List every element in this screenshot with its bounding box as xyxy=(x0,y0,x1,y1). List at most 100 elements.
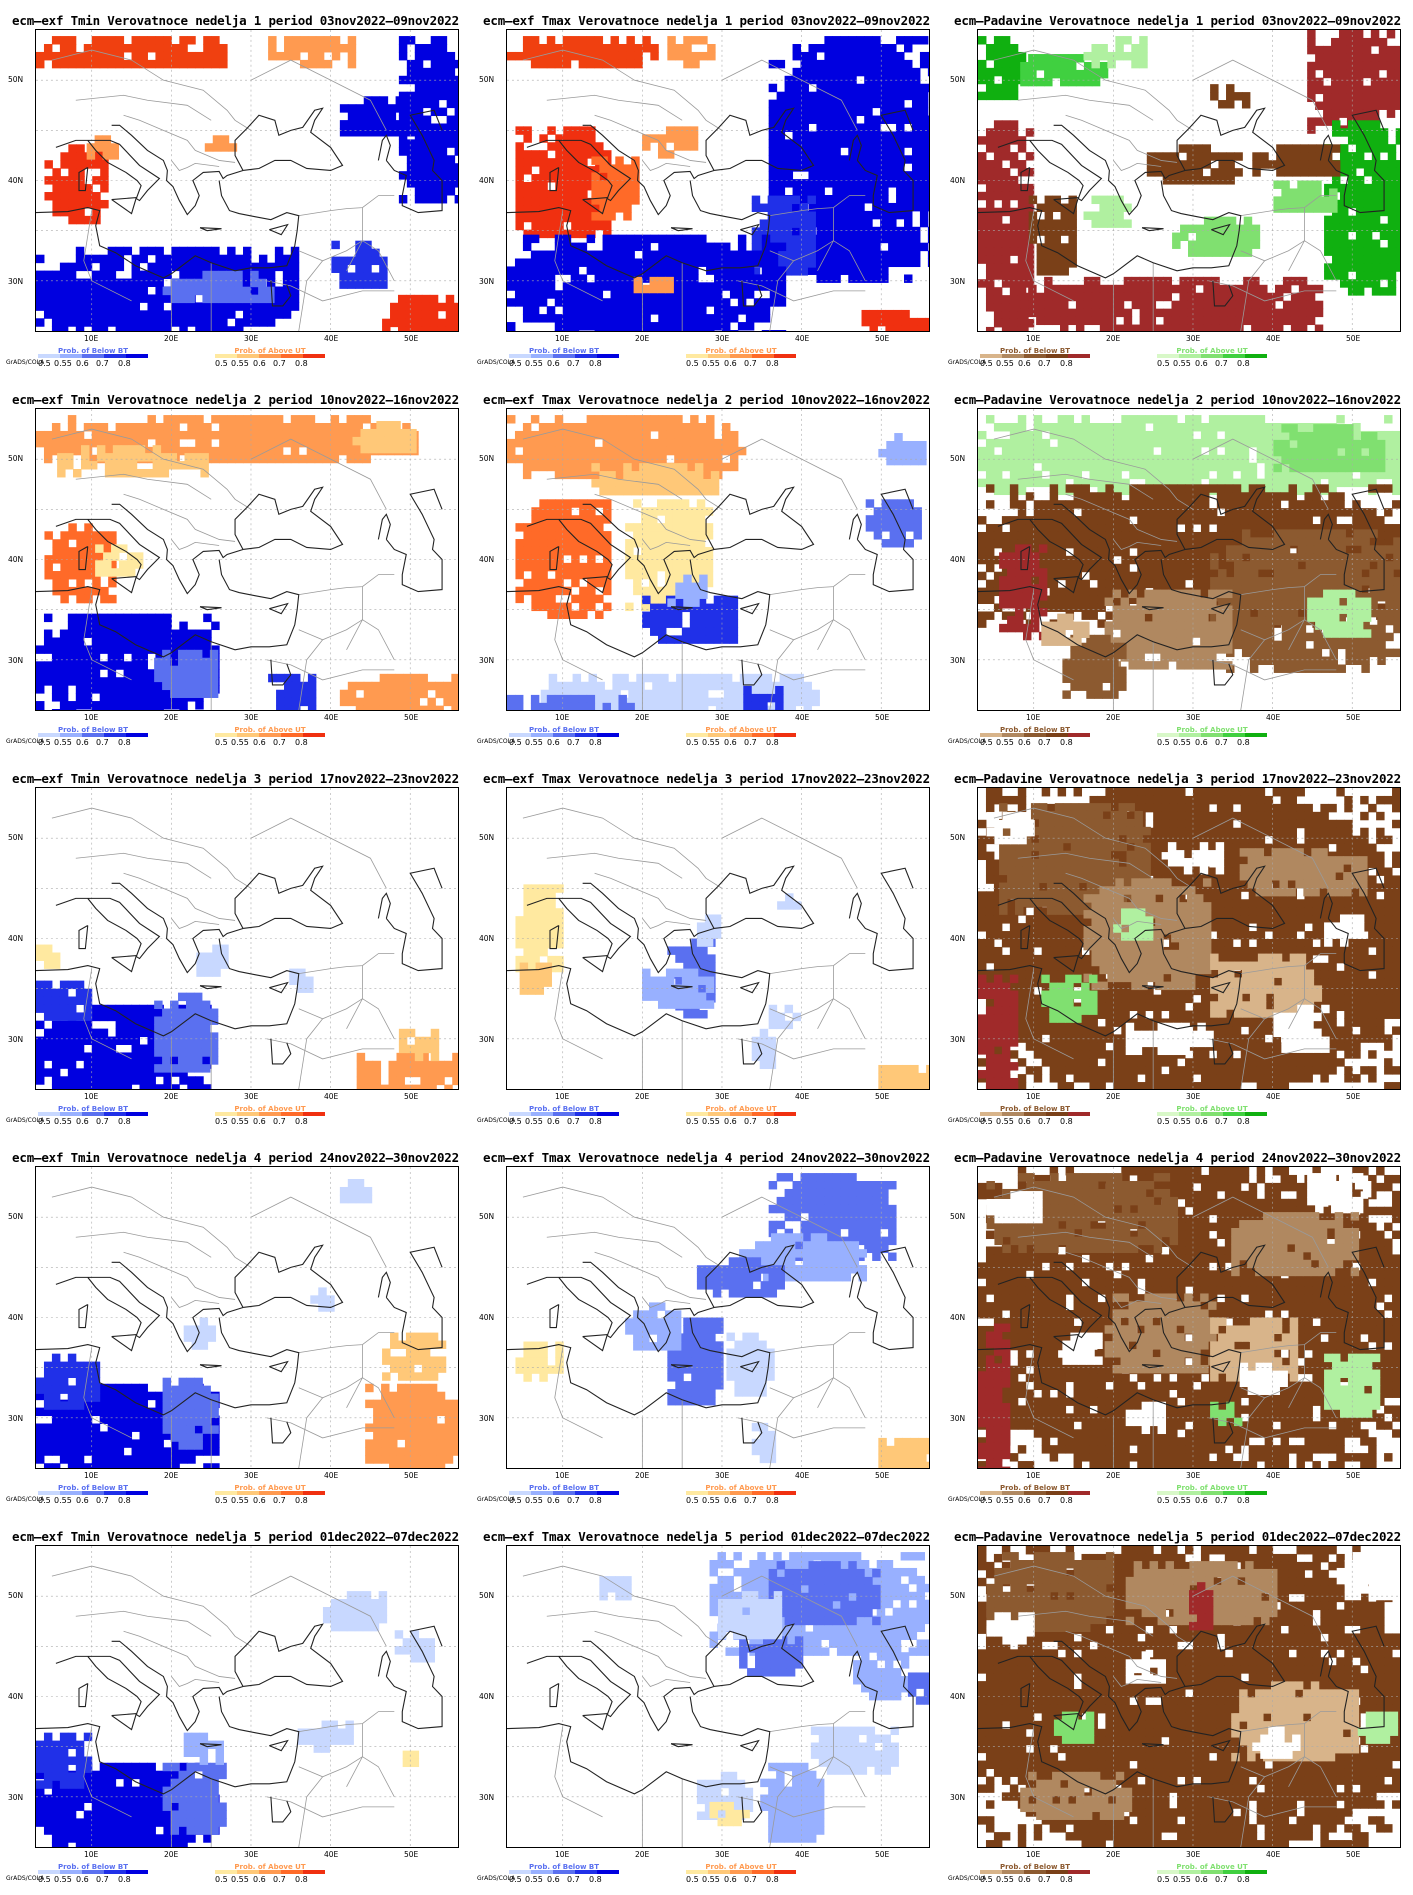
above-legend: Prob. of Above UT 0.5 0.55 0.6 0.7 0.8 xyxy=(1157,726,1267,750)
country-border xyxy=(171,539,220,550)
legend-swatch xyxy=(1223,733,1245,737)
coastline xyxy=(582,503,715,595)
latitude-label: 30N xyxy=(8,655,24,665)
legend-swatch xyxy=(281,1870,303,1874)
country-border xyxy=(51,49,252,131)
title-period: nedelja 2 period 10nov2022–16nov2022 xyxy=(187,392,459,407)
legend-tick-label: 0.6 xyxy=(547,1117,560,1126)
coastline xyxy=(269,981,289,994)
grads-credit: GrADS/COLA xyxy=(948,1117,987,1124)
coastline xyxy=(848,134,862,161)
legend-tick-label: 0.55 xyxy=(1173,738,1191,747)
probability-cluster xyxy=(751,195,816,276)
coastline xyxy=(199,1743,222,1748)
below-legend: Prob. of Below BT 0.5 0.55 0.6 0.7 0.8 xyxy=(38,1863,148,1887)
legend-tick-label: 0.55 xyxy=(231,359,249,368)
longitude-label: 20E xyxy=(635,1850,650,1859)
coastline xyxy=(111,954,138,973)
legend-tick-label: 0.5 xyxy=(980,738,993,747)
legend-tick-label: 0.55 xyxy=(525,1117,543,1126)
legend-title: Prob. of Below BT xyxy=(999,726,1071,734)
legend-tick-label: 0.8 xyxy=(1237,738,1250,747)
legend-title: Prob. of Above UT xyxy=(1176,1105,1248,1113)
probability-cluster xyxy=(1083,878,1212,991)
legend-swatch xyxy=(1201,1491,1223,1495)
country-border xyxy=(594,1251,707,1300)
legend-tick-label: 0.6 xyxy=(253,1875,266,1884)
title-variable: ecm–exf Tmax Verovatnoce xyxy=(483,13,659,28)
legend-swatch xyxy=(1157,1491,1179,1495)
legend-swatch xyxy=(1201,354,1223,358)
country-border xyxy=(298,260,323,331)
latitude-label: 30N xyxy=(8,1413,24,1423)
coastline xyxy=(377,134,391,161)
legend-swatch xyxy=(1002,1870,1024,1874)
legend-tick-label: 0.5 xyxy=(215,359,228,368)
legend-swatch xyxy=(509,1870,531,1874)
tmin-panel-week-3: ecm–exf Tmin Verovatnoce nedelja 3 perio… xyxy=(0,758,471,1137)
legend-tick-label: 0.8 xyxy=(766,1117,779,1126)
map-overlay xyxy=(978,409,1400,710)
precip-panel-week-3: ecm–Padavine Verovatnoce nedelja 3 perio… xyxy=(942,758,1413,1137)
legend-tick-label: 0.5 xyxy=(980,359,993,368)
below-legend: Prob. of Below BT 0.5 0.55 0.6 0.7 0.8 xyxy=(509,1105,619,1129)
country-border xyxy=(769,1711,866,1733)
country-border xyxy=(737,659,866,681)
below-legend: Prob. of Below BT 0.5 0.55 0.6 0.7 0.8 xyxy=(980,1484,1090,1508)
legend-tick-label: 0.7 xyxy=(567,1875,580,1884)
coastline xyxy=(78,925,89,950)
legend-swatch xyxy=(531,1112,553,1116)
coastline xyxy=(1020,167,1031,192)
probability-field xyxy=(507,415,927,710)
probability-cluster xyxy=(642,595,739,644)
map-area xyxy=(506,29,930,332)
panel-title: ecm–Padavine Verovatnoce nedelja 3 perio… xyxy=(942,771,1413,786)
legend-tick-label: 0.8 xyxy=(589,738,602,747)
coastline xyxy=(377,1650,391,1677)
legend-tick-label: 0.55 xyxy=(525,359,543,368)
legend-tick-label: 0.8 xyxy=(1237,1117,1250,1126)
country-border xyxy=(817,1723,834,1787)
coastline xyxy=(740,981,760,994)
coastline xyxy=(582,1333,609,1352)
country-border xyxy=(522,1565,723,1647)
legend-tick-label: 0.55 xyxy=(1173,1496,1191,1505)
coastline xyxy=(705,107,815,172)
legend-swatch xyxy=(1245,1491,1267,1495)
coastline xyxy=(1319,1271,1333,1298)
probability-cluster xyxy=(986,1191,1043,1224)
legend-swatch xyxy=(752,733,774,737)
country-border xyxy=(769,195,866,217)
coastline xyxy=(377,1271,391,1298)
probability-cluster xyxy=(36,944,61,969)
legend-swatch xyxy=(126,1870,148,1874)
longitude-label: 30E xyxy=(715,334,730,343)
coastline xyxy=(111,503,244,595)
coastline xyxy=(1212,1038,1234,1065)
probability-cluster xyxy=(204,135,238,152)
legend-tick-label: 0.7 xyxy=(744,1117,757,1126)
probability-cluster xyxy=(1104,1293,1217,1374)
legend-color-bar xyxy=(1157,1870,1267,1874)
legend-swatch xyxy=(82,1491,104,1495)
probability-cluster xyxy=(986,1552,1115,1633)
coastline xyxy=(507,1317,771,1416)
latitude-label: 40N xyxy=(950,554,966,564)
coastline xyxy=(1211,981,1231,994)
country-border xyxy=(554,589,603,681)
legend-color-bar xyxy=(1157,1112,1267,1116)
title-period: nedelja 5 period 01dec2022–07dec2022 xyxy=(1129,1529,1401,1544)
legend-color-bar xyxy=(980,1112,1090,1116)
latitude-label: 30N xyxy=(950,655,966,665)
legend-tick-label: 0.8 xyxy=(118,1117,131,1126)
latitude-label: 40N xyxy=(479,175,495,185)
legend-color-bar xyxy=(686,1491,796,1495)
country-border xyxy=(1025,1347,1074,1439)
probability-cluster xyxy=(878,433,927,466)
longitude-label: 10E xyxy=(555,1092,570,1101)
country-border xyxy=(298,1397,323,1468)
probability-cluster xyxy=(36,613,220,710)
coastline xyxy=(1212,1796,1234,1823)
country-border xyxy=(298,1018,323,1089)
country-border xyxy=(298,639,323,710)
